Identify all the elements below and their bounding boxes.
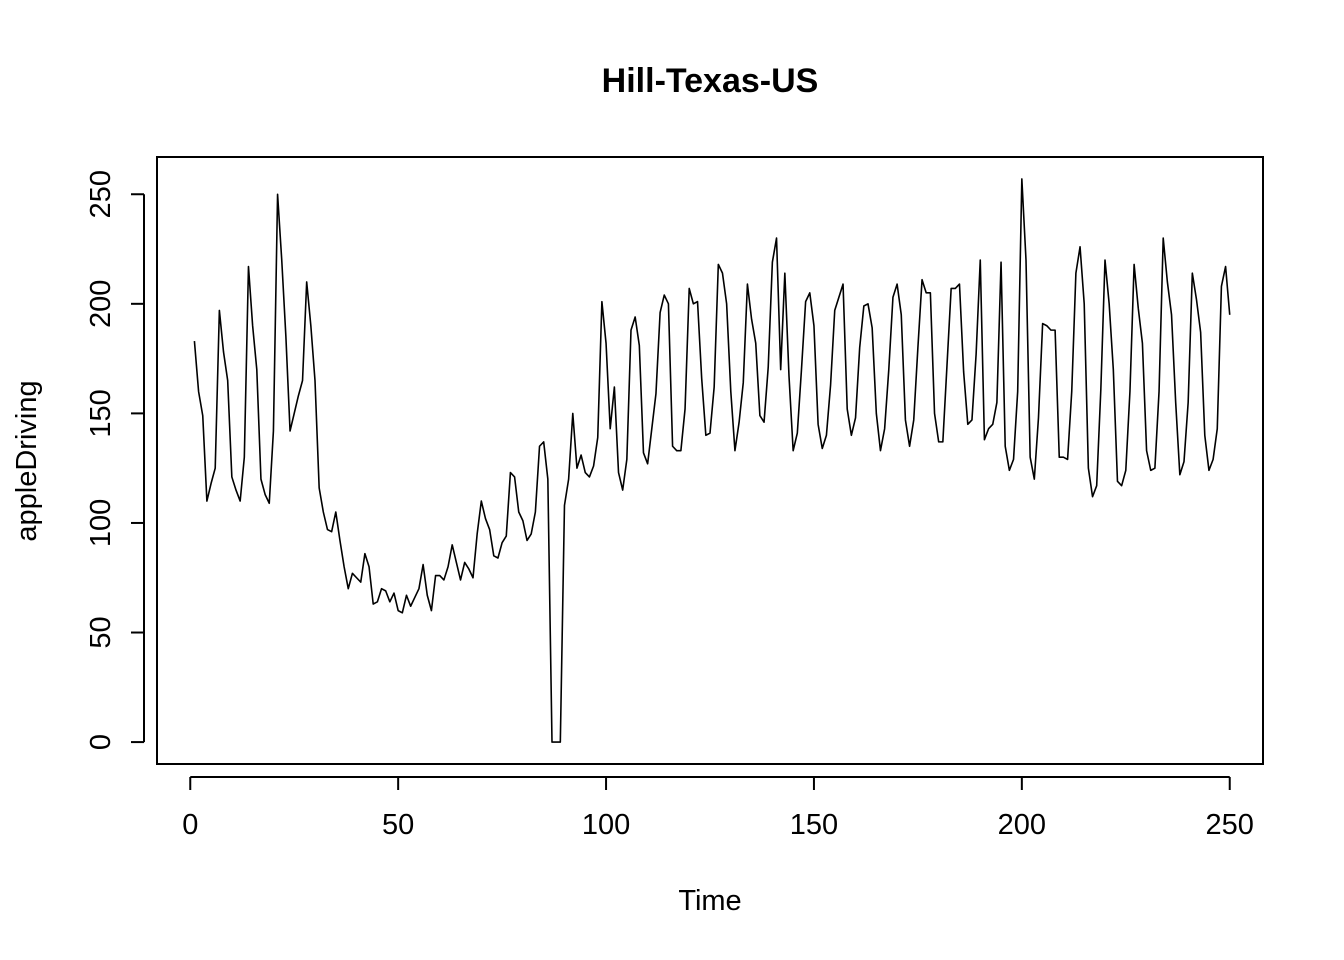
plot-frame (156, 156, 1264, 765)
y-tick-label: 250 (85, 170, 117, 218)
x-tick-label: 200 (998, 809, 1046, 841)
x-tick-label: 250 (1206, 809, 1254, 841)
series-line (193, 178, 1231, 743)
y-tick-label: 0 (85, 734, 117, 750)
chart-title: Hill-Texas-US (602, 62, 819, 100)
y-tick-label: 100 (85, 499, 117, 547)
y-tick-label: 200 (85, 280, 117, 328)
x-tick-label: 0 (182, 809, 198, 841)
y-axis-label: appleDriving (11, 380, 43, 541)
y-axis: 0 50 100 150 200 250 (85, 170, 145, 750)
y-tick-label: 150 (85, 389, 117, 437)
x-axis-label: Time (678, 885, 741, 917)
x-tick-label: 150 (790, 809, 838, 841)
x-axis: 0 50 100 150 200 250 (182, 776, 1254, 841)
x-tick-label: 50 (382, 809, 414, 841)
y-tick-label: 50 (85, 616, 117, 648)
x-tick-label: 100 (582, 809, 630, 841)
